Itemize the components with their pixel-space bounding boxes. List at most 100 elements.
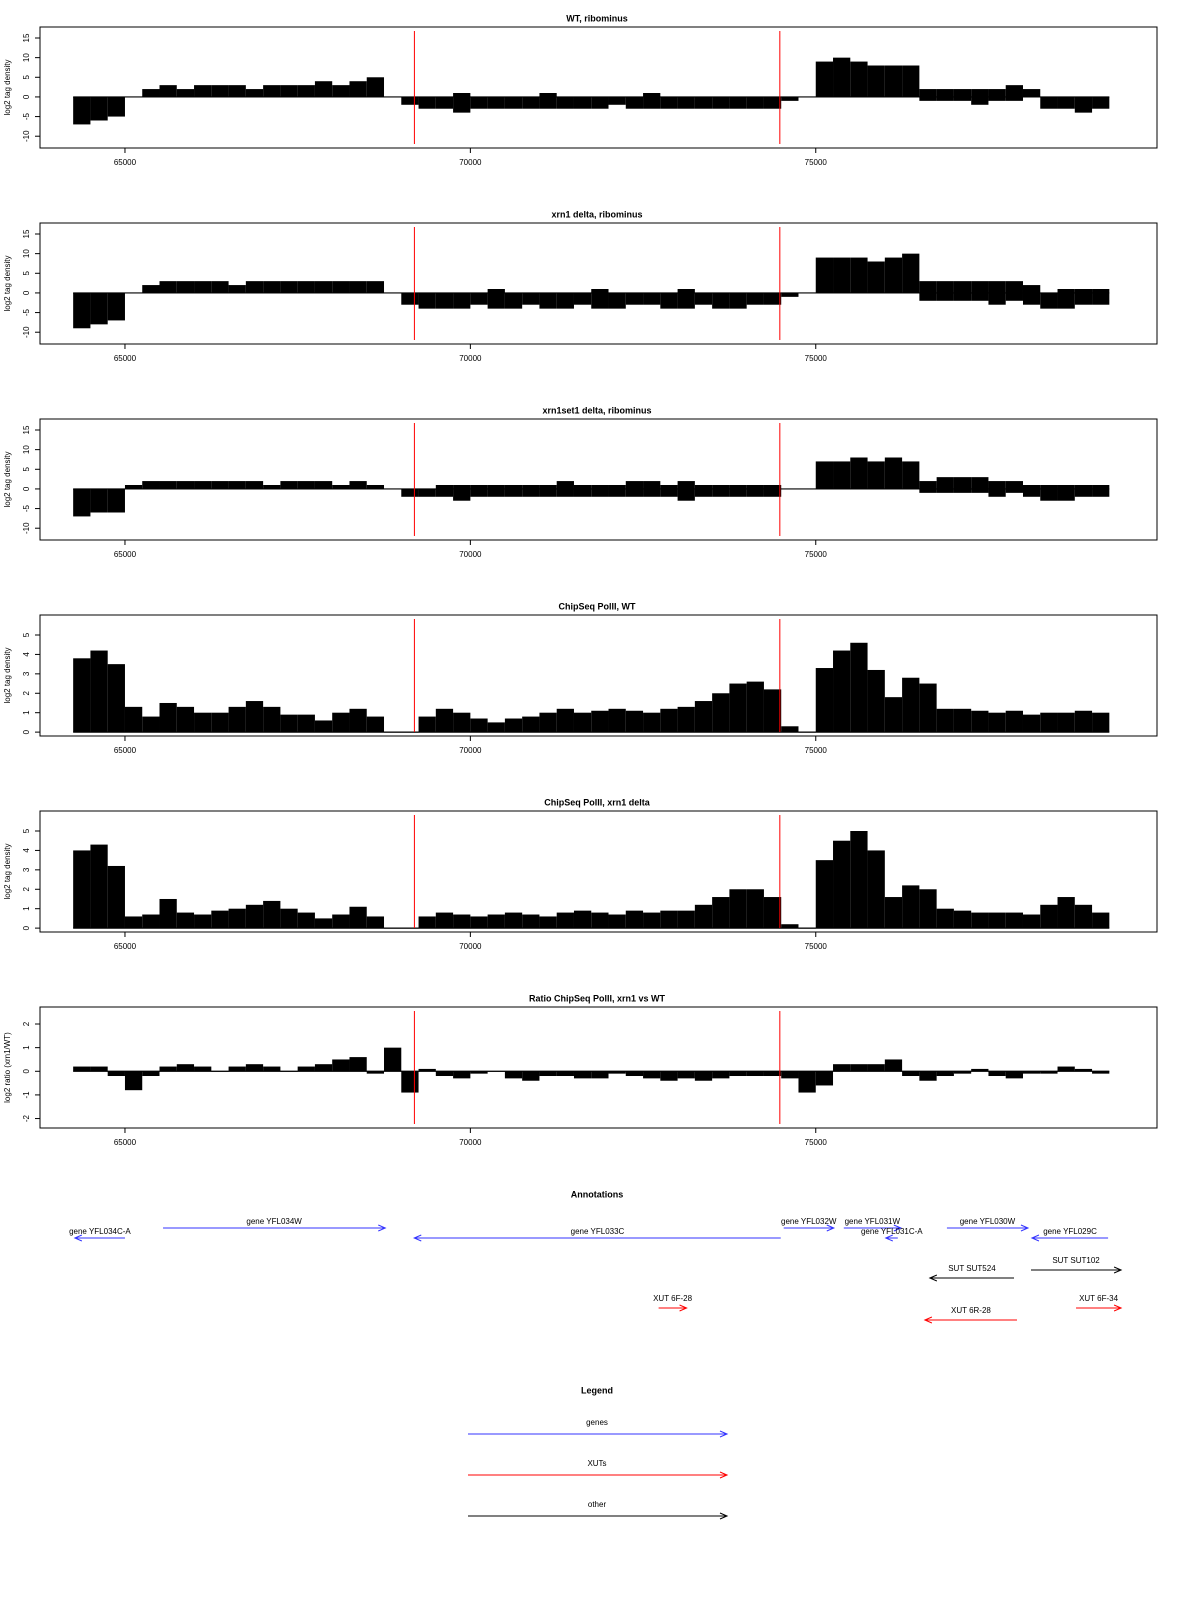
bar: [107, 488, 125, 513]
bar: [919, 89, 937, 97]
feature-arrow-part: [1113, 1304, 1123, 1312]
bar: [608, 96, 626, 105]
bar: [902, 253, 920, 293]
bar: [453, 485, 471, 489]
bar: [729, 488, 747, 497]
bar: [194, 712, 212, 733]
y-tick-label: -5: [22, 308, 31, 316]
bar: [591, 96, 609, 109]
bar: [919, 281, 937, 293]
bar: [211, 481, 229, 489]
bar: [504, 1071, 523, 1079]
y-tick-label: 5: [22, 467, 31, 472]
bar: [418, 1068, 436, 1072]
bar: [694, 292, 713, 305]
legend-arrow: [468, 1512, 729, 1520]
feature-label: gene YFL032W: [781, 1217, 837, 1226]
bar: [625, 481, 644, 489]
feature-label: XUT 6F-34: [1079, 1294, 1119, 1303]
y-tick-label: 4: [22, 652, 31, 657]
y-tick-label: 0: [22, 729, 31, 734]
bar: [815, 860, 834, 929]
bar: [539, 485, 557, 489]
bar: [349, 281, 367, 293]
bar: [418, 716, 436, 733]
bar: [1074, 96, 1093, 113]
x-tick-label: 75000: [805, 942, 828, 951]
bar: [988, 96, 1006, 101]
bar: [919, 292, 937, 301]
bar: [608, 914, 626, 929]
bar: [142, 1071, 160, 1077]
bar: [453, 1071, 471, 1079]
bar: [643, 481, 661, 489]
bar: [712, 693, 730, 733]
bar: [73, 658, 91, 733]
bar: [781, 292, 799, 297]
bar: [90, 96, 108, 121]
y-tick-label: 1: [22, 710, 31, 715]
bar: [159, 898, 177, 929]
feature-label: gene YFL029C: [1043, 1227, 1097, 1236]
bar: [211, 85, 229, 97]
bar: [643, 292, 661, 305]
bar: [504, 718, 523, 733]
bar: [107, 1071, 125, 1077]
bar: [573, 292, 592, 305]
bar: [1074, 289, 1093, 293]
bar: [712, 897, 730, 929]
bar: [159, 85, 177, 97]
x-tick-label: 65000: [114, 746, 137, 755]
bar: [815, 61, 834, 97]
y-tick-label: 3: [22, 671, 31, 676]
bar: [953, 281, 972, 293]
bar: [194, 914, 212, 929]
bar: [919, 488, 937, 493]
bar: [1074, 904, 1093, 929]
y-tick-label: 15: [22, 33, 31, 42]
bar: [850, 1064, 868, 1072]
bar: [573, 1071, 592, 1079]
bar: [936, 281, 954, 293]
y-tick-label: -5: [22, 112, 31, 120]
bar: [504, 96, 523, 109]
bar: [694, 96, 713, 109]
bar: [245, 1064, 264, 1072]
bar: [850, 257, 868, 293]
bar: [176, 1064, 195, 1072]
bar: [1005, 85, 1023, 97]
bar: [124, 1071, 143, 1091]
bar: [401, 96, 419, 105]
bar: [245, 904, 264, 929]
y-axis-label: log2 tag density: [3, 451, 12, 507]
bar: [194, 481, 212, 489]
bar: [1057, 485, 1075, 489]
bar: [280, 908, 298, 929]
bar: [487, 96, 505, 109]
bar: [608, 708, 626, 733]
bar: [953, 488, 972, 493]
bar: [263, 900, 281, 929]
y-tick-label: 15: [22, 229, 31, 238]
bar: [660, 96, 678, 109]
bar: [729, 683, 747, 733]
bar: [211, 712, 229, 733]
legend-arrow-part: [719, 1471, 729, 1479]
bar: [228, 285, 246, 293]
bar: [971, 96, 989, 105]
bar: [539, 712, 557, 733]
bar: [919, 96, 937, 101]
bar: [573, 712, 592, 733]
y-tick-label: 0: [22, 1069, 31, 1074]
bar: [971, 292, 989, 301]
bar: [314, 81, 333, 97]
bar: [1040, 485, 1058, 489]
bar: [591, 710, 609, 733]
bar: [73, 96, 91, 125]
y-tick-label: 0: [22, 925, 31, 930]
bar: [142, 285, 160, 293]
bar: [418, 916, 436, 929]
bar: [608, 485, 626, 489]
